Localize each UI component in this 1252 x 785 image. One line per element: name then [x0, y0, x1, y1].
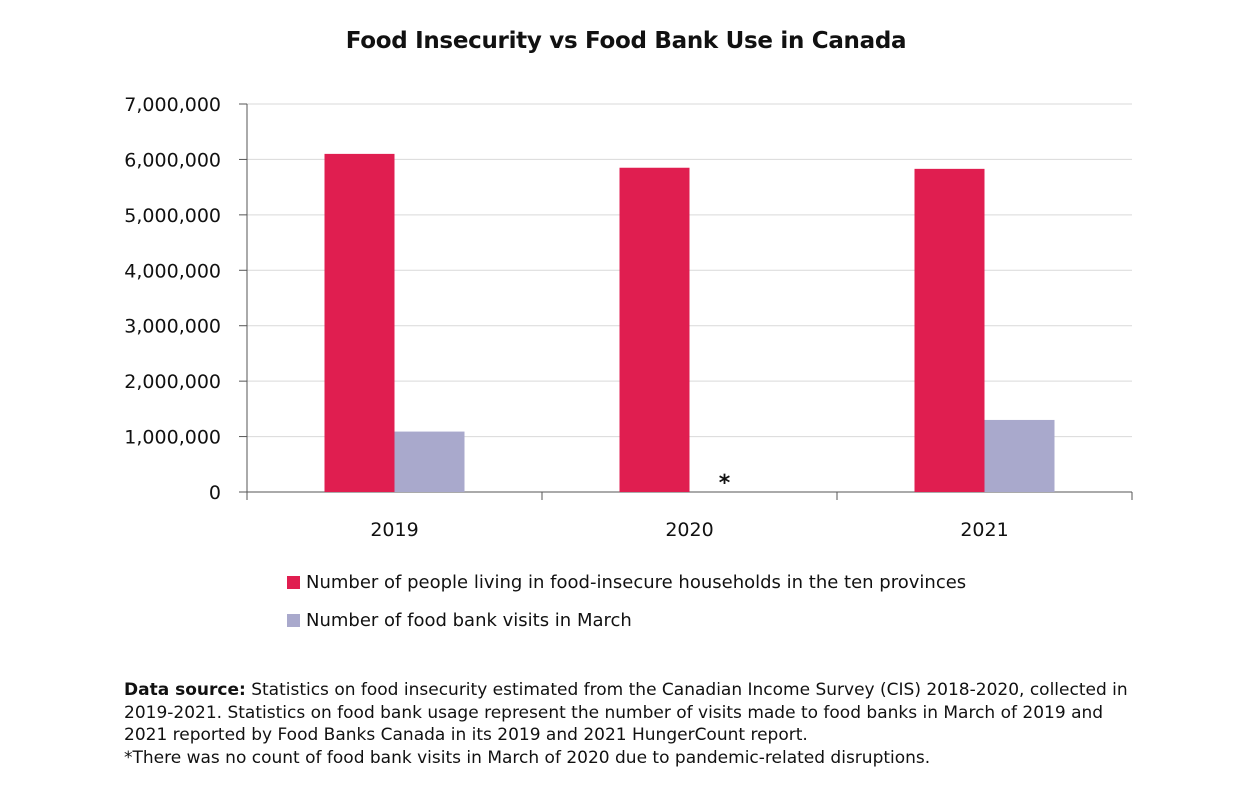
- data-source-text: Statistics on food insecurity estimated …: [124, 680, 1128, 745]
- x-tick-label: 2021: [960, 519, 1008, 541]
- bar-food-insecure-2021: [914, 168, 985, 492]
- x-tick-label: 2020: [665, 519, 713, 541]
- footnote-note: *There was no count of food bank visits …: [124, 747, 931, 768]
- chart-plot: 0 1,000,000 2,000,000 3,000,000 4,000,000 5,0…: [124, 94, 1133, 541]
- bar-food-bank-visits-2021: [984, 419, 1055, 492]
- data-source-note: Data source: Statistics on food insecuri…: [124, 679, 1134, 769]
- annotation-asterisk: *: [719, 471, 731, 496]
- y-tick-label: 2,000,000: [124, 371, 221, 393]
- legend-label-food-bank-visits: Number of food bank visits in March: [306, 610, 632, 631]
- y-tick-label: 5,000,000: [124, 205, 221, 227]
- data-source-label: Data source:: [124, 680, 246, 700]
- bar-food-insecure-2019: [324, 153, 395, 492]
- y-tick-label: 1,000,000: [124, 427, 221, 449]
- y-tick-label: 4,000,000: [124, 260, 221, 282]
- y-tick-label: 6,000,000: [124, 149, 221, 171]
- legend-item-food-bank-visits: Number of food bank visits in March: [287, 610, 632, 631]
- chart-title: Food Insecurity vs Food Bank Use in Cana…: [345, 28, 907, 54]
- y-tick-label: 0: [209, 482, 221, 504]
- legend-label-food-insecure: Number of people living in food-insecure…: [306, 572, 967, 593]
- legend-swatch-food-bank-visits: [287, 614, 300, 627]
- y-tick-label: 3,000,000: [124, 316, 221, 338]
- x-tick-label: 2019: [370, 519, 418, 541]
- legend-item-food-insecure: Number of people living in food-insecure…: [287, 572, 966, 593]
- legend-swatch-food-insecure: [287, 576, 300, 589]
- bar-food-insecure-2020: [619, 167, 690, 492]
- data-source-paragraph: Data source: Statistics on food insecuri…: [124, 679, 1134, 747]
- bar-food-bank-visits-2019: [394, 431, 465, 492]
- y-tick-label: 7,000,000: [124, 94, 221, 116]
